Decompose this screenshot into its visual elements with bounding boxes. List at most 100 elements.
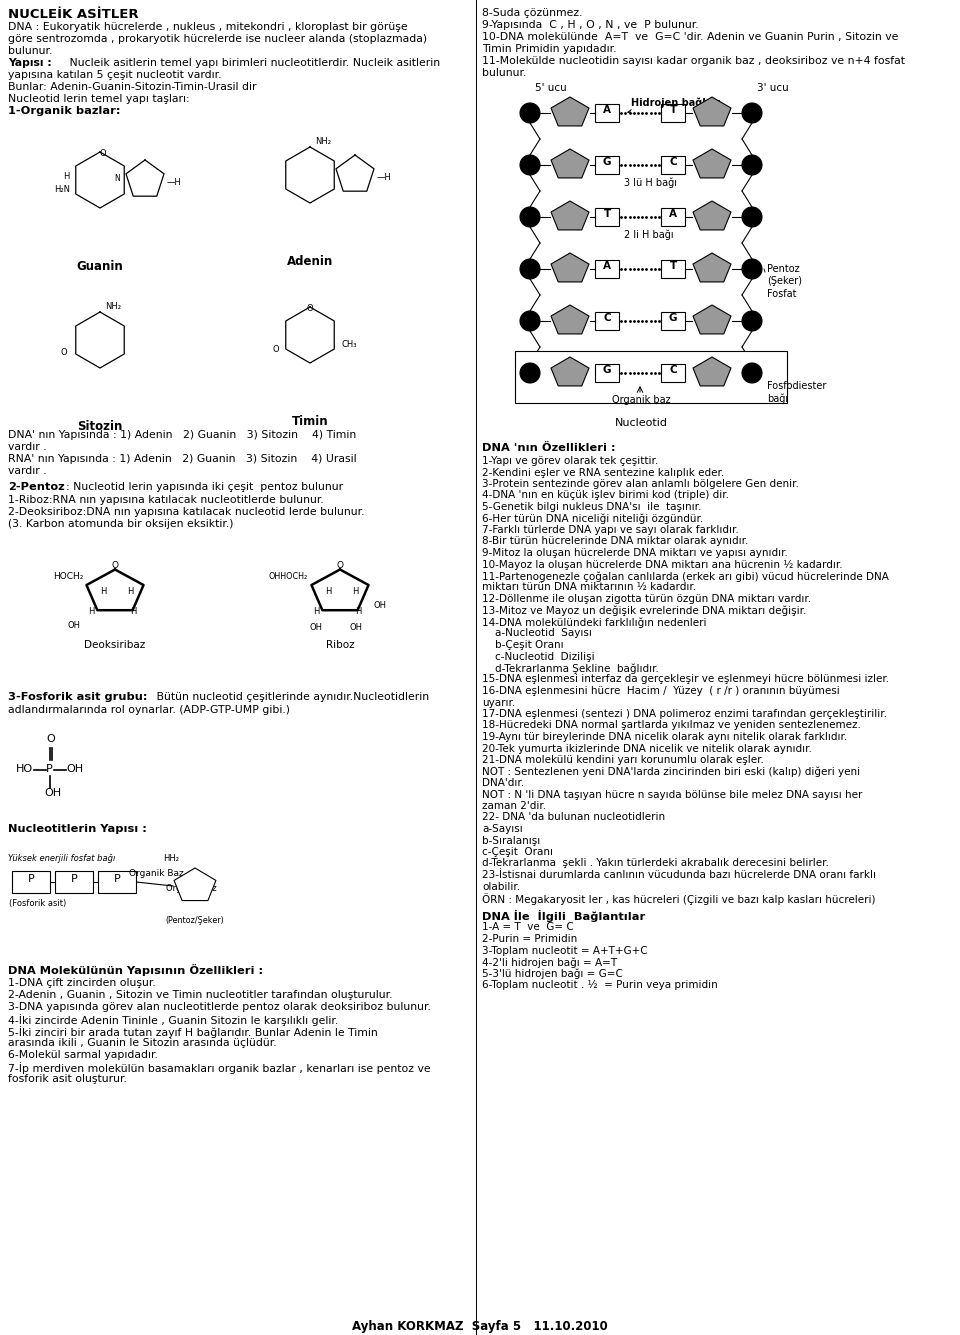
Bar [595, 104, 619, 121]
Circle shape [742, 259, 762, 279]
Text: 1-DNA çift zincirden oluşur.: 1-DNA çift zincirden oluşur. [8, 979, 156, 988]
Text: O: O [273, 344, 279, 354]
Text: OH: OH [67, 621, 80, 630]
Polygon shape [693, 202, 731, 230]
Text: P: P [527, 368, 533, 376]
Text: —H: —H [167, 178, 181, 187]
Text: Nucleotid: Nucleotid [614, 418, 667, 429]
Text: Timin Primidin yapıdadır.: Timin Primidin yapıdadır. [482, 44, 616, 53]
Text: göre sentrozomda , prokaryotik hücrelerde ise nucleer alanda (stoplazmada): göre sentrozomda , prokaryotik hücrelerd… [8, 33, 427, 44]
Text: 8-Suda çözünmez.: 8-Suda çözünmez. [482, 8, 583, 17]
Text: c-Çeşit  Oranı: c-Çeşit Oranı [482, 846, 553, 857]
Polygon shape [551, 356, 589, 386]
Text: T: T [669, 262, 677, 271]
Text: 3-Toplam nucleotit = A+T+G+C: 3-Toplam nucleotit = A+T+G+C [482, 945, 648, 956]
Text: (Şeker): (Şeker) [767, 276, 802, 286]
Bar [55, 870, 93, 893]
Circle shape [742, 155, 762, 175]
Text: uyarır.: uyarır. [482, 697, 516, 708]
Text: RNA' nın Yapısında : 1) Adenin   2) Guanin   3) Sitozin    4) Urasil: RNA' nın Yapısında : 1) Adenin 2) Guanin… [8, 454, 356, 465]
Text: bağı: bağı [767, 392, 788, 403]
Text: H: H [313, 607, 320, 615]
Text: 3 lü H bağı: 3 lü H bağı [624, 178, 677, 188]
Text: 1-Riboz:RNA nın yapısına katılacak nucleotitlerde bulunur.: 1-Riboz:RNA nın yapısına katılacak nucle… [8, 495, 324, 505]
Text: P: P [749, 212, 756, 222]
Text: N: N [114, 174, 120, 183]
Circle shape [520, 103, 540, 123]
Text: Timin: Timin [292, 415, 328, 429]
Text: Organik Baz: Organik Baz [129, 869, 183, 878]
Bar [595, 208, 619, 226]
Text: 4-İki zincirde Adenin Tininle , Guanin Sitozin le karşılıklı gelir.: 4-İki zincirde Adenin Tininle , Guanin S… [8, 1015, 338, 1025]
Polygon shape [693, 97, 731, 125]
Text: 9-Yapısında  C , H , O , N , ve  P bulunur.: 9-Yapısında C , H , O , N , ve P bulunur… [482, 20, 699, 29]
Text: P: P [113, 874, 120, 884]
Text: P: P [749, 160, 756, 170]
Circle shape [520, 207, 540, 227]
Text: T: T [604, 210, 611, 219]
Text: yapısına katılan 5 çeşit nucleotit vardır.: yapısına katılan 5 çeşit nucleotit vardı… [8, 69, 222, 80]
Text: P: P [527, 316, 533, 324]
Text: d-Tekrarlanma  şekli . Yakın türlerdeki akrabalık derecesini belirler.: d-Tekrarlanma şekli . Yakın türlerdeki a… [482, 858, 828, 869]
Text: P: P [527, 264, 533, 272]
Text: NOT : N 'li DNA taşıyan hücre n sayıda bölünse bile melez DNA sayısı her: NOT : N 'li DNA taşıyan hücre n sayıda b… [482, 789, 862, 800]
Text: 17-DNA eşlenmesi (sentezi ) DNA polimeroz enzimi tarafından gerçekleştirilir.: 17-DNA eşlenmesi (sentezi ) DNA polimero… [482, 709, 887, 720]
Text: Pentoz: Pentoz [767, 264, 800, 274]
Text: H: H [352, 587, 358, 595]
Text: Yapısı :: Yapısı : [8, 57, 52, 68]
Text: Hidrojen bağları: Hidrojen bağları [628, 97, 721, 113]
Text: 20-Tek yumurta ikizlerinde DNA nicelik ve nitelik olarak aynıdır.: 20-Tek yumurta ikizlerinde DNA nicelik v… [482, 744, 812, 753]
Text: 4-DNA 'nın en küçük işlev birimi kod (triple) dir.: 4-DNA 'nın en küçük işlev birimi kod (tr… [482, 490, 729, 501]
Text: G: G [603, 364, 612, 375]
Text: 7-Farklı türlerde DNA yapı ve sayı olarak farklıdır.: 7-Farklı türlerde DNA yapı ve sayı olara… [482, 525, 739, 535]
Bar [661, 260, 685, 278]
Text: H: H [127, 587, 133, 595]
Text: Fosfodiester: Fosfodiester [767, 380, 827, 391]
Text: Riboz: Riboz [325, 639, 354, 650]
Text: O: O [306, 304, 313, 312]
Bar [12, 870, 50, 893]
Text: Bütün nucleotid çeşitlerinde aynıdır.Nucleotidlerin: Bütün nucleotid çeşitlerinde aynıdır.Nuc… [153, 692, 429, 702]
Text: CH₃: CH₃ [341, 340, 356, 348]
Text: H₂N: H₂N [54, 186, 70, 194]
Text: P: P [527, 212, 533, 222]
Text: O: O [46, 734, 55, 744]
Polygon shape [174, 868, 216, 901]
Text: 15-DNA eşlenmesi interfaz da gerçekleşir ve eşlenmeyi hücre bölünmesi izler.: 15-DNA eşlenmesi interfaz da gerçekleşir… [482, 674, 889, 685]
Bar [661, 364, 685, 382]
Text: G: G [603, 158, 612, 167]
Bar [595, 312, 619, 330]
Text: a-Sayısı: a-Sayısı [482, 824, 523, 834]
Text: P: P [46, 764, 53, 774]
Polygon shape [693, 150, 731, 178]
Text: : Nucleotid lerin yapısında iki çeşit  pentoz bulunur: : Nucleotid lerin yapısında iki çeşit pe… [66, 482, 343, 493]
Text: 2-Kendini eşler ve RNA sentezine kalıplık eder.: 2-Kendini eşler ve RNA sentezine kalıplı… [482, 467, 724, 478]
Circle shape [520, 363, 540, 383]
Text: Nucleik asitlerin temel yapı birimleri nucleotitlerdir. Nucleik asitlerin: Nucleik asitlerin temel yapı birimleri n… [66, 57, 440, 68]
Text: 11-Molekülde nucleotidin sayısı kadar organik baz , deoksiriboz ve n+4 fosfat: 11-Molekülde nucleotidin sayısı kadar or… [482, 56, 905, 65]
Text: OH: OH [66, 764, 84, 774]
Text: C: C [669, 364, 677, 375]
Bar [515, 351, 787, 403]
Bar [595, 260, 619, 278]
Text: T: T [669, 105, 677, 115]
Text: 12-Döllenme ile oluşan zigotta türün özgün DNA miktarı vardır.: 12-Döllenme ile oluşan zigotta türün özg… [482, 594, 811, 603]
Text: C: C [603, 312, 611, 323]
Text: 3-DNA yapısında görev alan nucleotitlerde pentoz olarak deoksiriboz bulunur.: 3-DNA yapısında görev alan nucleotitlerd… [8, 1003, 431, 1012]
Text: ÖRN : Megakaryosit ler , kas hücreleri (Çizgili ve bazı kalp kasları hücreleri): ÖRN : Megakaryosit ler , kas hücreleri (… [482, 893, 876, 905]
Text: 21-DNA molekülü kendini yarı korunumlu olarak eşler.: 21-DNA molekülü kendini yarı korunumlu o… [482, 756, 764, 765]
Text: H: H [88, 607, 94, 615]
Polygon shape [693, 254, 731, 282]
Text: OHHOCH₂: OHHOCH₂ [269, 571, 308, 581]
Text: OH: OH [44, 788, 61, 798]
Text: 10-DNA molekülünde  A=T  ve  G=C 'dir. Adenin ve Guanin Purin , Sitozin ve: 10-DNA molekülünde A=T ve G=C 'dir. Aden… [482, 32, 899, 41]
Bar [98, 870, 136, 893]
Text: Bunlar: Adenin-Guanin-Sitozin-Timin-Urasil dir: Bunlar: Adenin-Guanin-Sitozin-Timin-Uras… [8, 81, 256, 92]
Text: H: H [100, 587, 107, 595]
Text: P: P [527, 108, 533, 117]
Text: zaman 2'dir.: zaman 2'dir. [482, 801, 546, 810]
Text: P: P [749, 108, 756, 117]
Text: (Fosforik asit): (Fosforik asit) [10, 898, 66, 908]
Text: 1-A = T  ve  G= C: 1-A = T ve G= C [482, 922, 574, 933]
Text: 3-Protein sentezinde görev alan anlamlı bölgelere Gen denir.: 3-Protein sentezinde görev alan anlamlı … [482, 479, 799, 489]
